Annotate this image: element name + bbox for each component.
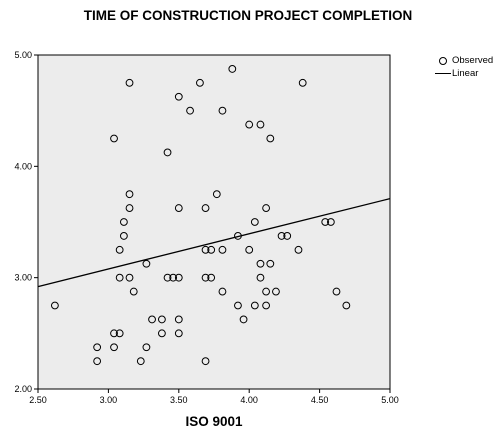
observed-point — [110, 134, 118, 143]
observed-point — [119, 218, 128, 226]
x-axis: 2.50 3.00 3.50 4.00 4.50 5.00 — [29, 389, 399, 405]
observed-point — [321, 218, 330, 226]
observed-point — [174, 315, 183, 324]
observed-point — [212, 190, 221, 199]
legend: Observed Linear — [434, 54, 493, 80]
x-tick-label: 2.50 — [29, 395, 47, 405]
observed-point — [218, 245, 227, 254]
observed-point — [174, 92, 183, 101]
observed-point — [93, 343, 102, 352]
line-icon — [435, 73, 451, 74]
observed-point — [272, 287, 280, 296]
observed-point — [234, 232, 242, 240]
legend-item-observed: Observed — [434, 54, 493, 67]
observed-point — [250, 218, 259, 226]
observed-point — [207, 245, 216, 254]
linear-fit-line — [37, 197, 391, 288]
observed-point — [125, 78, 134, 87]
chart-title: TIME OF CONSTRUCTION PROJECT COMPLETION — [83, 8, 413, 23]
observed-point — [174, 204, 183, 212]
observed-point — [234, 301, 242, 310]
observed-point — [228, 65, 237, 73]
observed-point — [256, 120, 265, 129]
observed-point — [218, 106, 227, 115]
legend-label-observed: Observed — [452, 55, 494, 66]
x-tick-label: 4.00 — [240, 395, 258, 405]
observed-point — [196, 78, 204, 87]
observed-point — [136, 357, 145, 366]
observed-point — [186, 106, 194, 115]
observed-point — [342, 301, 351, 310]
observed-point — [125, 273, 134, 282]
observed-point — [256, 273, 265, 282]
observed-point — [262, 204, 270, 212]
x-tick-label: 3.00 — [100, 395, 118, 405]
observed-point — [277, 232, 286, 240]
observed-point — [245, 245, 254, 254]
y-tick-label: 3.00 — [14, 273, 32, 283]
x-axis-label: ISO 9001 — [185, 414, 243, 429]
points-layer — [50, 65, 351, 366]
observed-point — [262, 301, 270, 310]
observed-point — [256, 259, 265, 268]
observed-point — [201, 273, 210, 282]
observed-point — [163, 273, 172, 282]
legend-label-linear: Linear — [452, 68, 479, 79]
plot-area — [37, 54, 391, 390]
observed-point — [266, 134, 275, 143]
observed-point — [266, 259, 275, 268]
observed-point — [158, 315, 166, 324]
observed-point — [50, 301, 59, 310]
observed-point — [110, 343, 118, 352]
observed-point — [93, 357, 102, 366]
observed-point — [218, 287, 227, 296]
x-tick-label: 4.50 — [311, 395, 329, 405]
x-tick-label: 5.00 — [381, 395, 399, 405]
observed-point — [239, 315, 248, 324]
observed-point — [283, 232, 292, 240]
observed-point — [201, 357, 210, 366]
observed-point — [250, 301, 259, 310]
open-circle-icon — [439, 56, 447, 65]
observed-point — [148, 315, 156, 324]
observed-point — [129, 287, 138, 296]
observed-point — [169, 273, 178, 282]
observed-point — [158, 329, 166, 338]
observed-point — [207, 273, 216, 282]
observed-point — [294, 245, 303, 254]
observed-point — [332, 287, 341, 296]
observed-point — [119, 232, 128, 240]
observed-point — [174, 329, 183, 338]
observed-point — [163, 148, 172, 157]
observed-point — [110, 329, 118, 338]
observed-point — [125, 204, 134, 212]
legend-item-linear: Linear — [434, 67, 493, 80]
observed-point — [174, 273, 183, 282]
observed-point — [115, 273, 124, 282]
y-tick-label: 4.00 — [14, 161, 32, 171]
observed-point — [326, 218, 335, 226]
observed-point — [125, 190, 134, 199]
y-tick-label: 5.00 — [14, 50, 32, 60]
observed-point — [201, 245, 210, 254]
observed-point — [201, 204, 210, 212]
observed-point — [115, 329, 124, 338]
observed-point — [298, 78, 307, 87]
fit-line-layer — [37, 197, 391, 288]
y-tick-label: 2.00 — [14, 384, 32, 394]
observed-point — [142, 259, 151, 268]
observed-point — [142, 343, 151, 352]
observed-point — [245, 120, 254, 129]
observed-point — [262, 287, 270, 296]
observed-point — [115, 245, 124, 254]
x-tick-label: 3.50 — [170, 395, 188, 405]
y-axis: 2.00 3.00 4.00 5.00 — [14, 50, 38, 394]
